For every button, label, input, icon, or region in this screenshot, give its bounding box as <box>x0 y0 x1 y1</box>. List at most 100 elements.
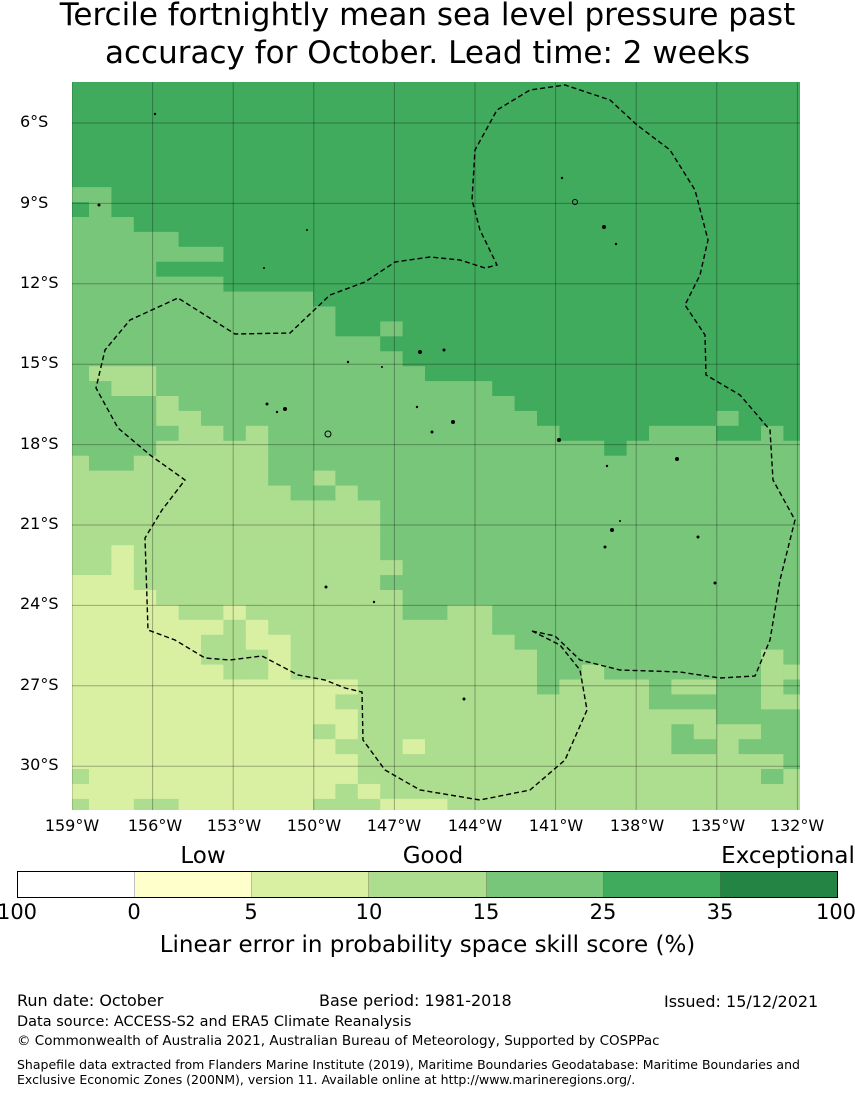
grid-cell <box>156 769 179 785</box>
grid-cell <box>761 664 784 680</box>
grid-cell <box>111 366 135 382</box>
skill-map <box>72 82 800 810</box>
grid-cell <box>693 545 717 561</box>
grid-cell <box>604 216 627 233</box>
grid-cell <box>156 664 179 680</box>
grid-cell <box>716 485 739 501</box>
grid-cell <box>156 187 179 203</box>
grid-cell <box>268 769 291 785</box>
grid-cell <box>738 709 762 725</box>
grid-cell <box>111 276 135 292</box>
grid-cell <box>245 649 269 665</box>
grid-cell <box>716 679 739 695</box>
grid-cell <box>402 709 426 725</box>
grid-cell <box>156 425 179 442</box>
grid-cell <box>156 604 179 621</box>
grid-cell <box>313 246 336 263</box>
grid-cell <box>72 589 90 606</box>
grid-cell <box>469 142 493 158</box>
grid-cell <box>313 291 336 307</box>
grid-cell <box>514 246 538 263</box>
grid-cell <box>716 769 739 785</box>
lon-label: 153°W <box>206 816 262 835</box>
grid-cell <box>425 619 448 636</box>
grid-cell <box>156 231 179 248</box>
grid-cell <box>492 276 515 292</box>
grid-cell <box>738 246 762 263</box>
grid-cell <box>537 440 560 457</box>
category-exceptional: Exceptional <box>721 843 855 869</box>
grid-cell <box>626 97 650 113</box>
grid-cell <box>245 231 269 248</box>
grid-cell <box>268 739 291 755</box>
grid-cell <box>693 291 717 307</box>
grid-cell <box>492 127 515 143</box>
grid-cell <box>111 425 135 442</box>
grid-cell <box>313 276 336 292</box>
grid-cell <box>290 769 314 785</box>
data-source: Data source: ACCESS-S2 and ERA5 Climate … <box>17 1014 412 1030</box>
grid-cell <box>514 798 538 810</box>
grid-cell <box>290 724 314 740</box>
grid-cell <box>581 366 605 382</box>
grid-cell <box>223 425 247 442</box>
grid-cell <box>201 321 224 337</box>
grid-cell <box>178 440 202 457</box>
grid-cell <box>402 381 426 397</box>
grid-cell <box>671 410 695 427</box>
colorbar-tick: 35 <box>706 900 734 924</box>
grid-cell <box>133 455 157 472</box>
grid-cell <box>380 261 403 278</box>
grid-cell <box>604 769 627 785</box>
grid-cell <box>514 216 538 233</box>
grid-cell <box>469 783 493 800</box>
grid-cell <box>313 783 336 800</box>
grid-cell <box>290 619 314 636</box>
grid-cell <box>693 396 717 412</box>
grid-cell <box>402 97 426 113</box>
grid-cell <box>156 739 179 755</box>
grid-cell <box>245 321 269 337</box>
grid-cell <box>425 276 448 292</box>
grid-cell <box>492 664 515 680</box>
grid-cell <box>447 515 471 531</box>
grid-cell <box>290 589 314 606</box>
grid-cell <box>447 127 471 143</box>
grid-cell <box>223 142 247 158</box>
grid-cell <box>290 276 314 292</box>
grid-cell <box>626 276 650 292</box>
graticule <box>72 82 800 810</box>
grid-cell <box>649 604 672 621</box>
grid-cell <box>313 604 336 621</box>
grid-cell <box>89 381 112 397</box>
grid-cell <box>447 545 471 561</box>
grid-cell <box>447 769 471 785</box>
grid-cell <box>761 261 784 278</box>
grid-cell <box>761 575 784 591</box>
grid-cell <box>245 97 269 113</box>
grid-cell <box>447 440 471 457</box>
grid-cell <box>425 485 448 501</box>
grid-cell <box>581 142 605 158</box>
grid-cell <box>469 231 493 248</box>
grid-cell <box>649 216 672 233</box>
grid-cell <box>268 321 291 337</box>
grid-cell <box>89 172 112 188</box>
grid-cell <box>357 425 381 442</box>
colorbar-segment <box>720 872 837 897</box>
grid-cell <box>671 231 695 248</box>
grid-cell <box>559 172 583 188</box>
grid-cell <box>72 783 90 800</box>
grid-cell <box>290 246 314 263</box>
grid-cell <box>716 425 739 442</box>
grid-cell <box>245 485 269 501</box>
grid-cell <box>761 724 784 740</box>
grid-cell <box>671 425 695 442</box>
grid-cell <box>178 172 202 188</box>
grid-cell <box>313 97 336 113</box>
grid-cell <box>201 530 224 546</box>
grid-cell <box>671 634 695 651</box>
grid-cell <box>380 649 403 665</box>
grid-cell <box>72 440 90 457</box>
grid-cell <box>111 769 135 785</box>
